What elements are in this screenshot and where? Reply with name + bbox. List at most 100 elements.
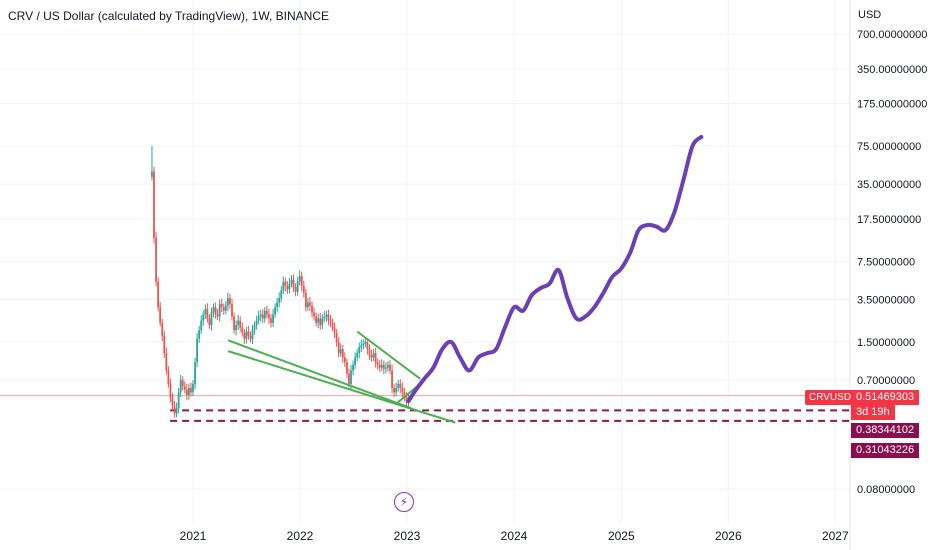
- candle-body: [163, 335, 166, 354]
- trendline: [356, 330, 421, 380]
- x-tick-label: 2021: [180, 529, 207, 543]
- candle-body: [302, 285, 305, 293]
- trendline: [227, 350, 456, 424]
- candle-body: [358, 347, 361, 354]
- candle-body: [214, 307, 217, 315]
- x-tick-label: 2022: [287, 529, 314, 543]
- candle-body: [337, 342, 340, 354]
- candle-body: [243, 332, 246, 339]
- candle-body: [403, 392, 406, 398]
- candle-body: [366, 342, 369, 350]
- candle-body: [183, 386, 186, 390]
- x-axis[interactable]: 2021 2022 2023 2024 2025 2026 2027: [180, 529, 849, 543]
- y-axis[interactable]: 700.00000000 350.00000000 175.00000000 75.0…: [857, 29, 927, 496]
- candle-body: [368, 349, 371, 356]
- trendline: [227, 339, 412, 410]
- candle-body: [270, 318, 272, 323]
- candle-body: [165, 353, 168, 371]
- projection-line: [406, 134, 704, 404]
- candle-body: [212, 307, 215, 313]
- candle-body: [206, 308, 209, 319]
- candle-body: [218, 304, 221, 317]
- y-tick-label: 3.50000000: [857, 295, 915, 307]
- y-tick-label: 1.50000000: [857, 337, 915, 349]
- candle-body: [399, 383, 402, 388]
- x-tick-label: 2024: [501, 529, 528, 543]
- candle-body: [325, 314, 328, 317]
- candle-body: [220, 304, 223, 308]
- candle-body: [173, 405, 176, 414]
- candle-body: [282, 281, 285, 291]
- grid-lines: [0, 0, 851, 550]
- candle-body: [315, 316, 318, 323]
- trendlines: [227, 330, 456, 424]
- candle-body: [348, 373, 350, 384]
- candle-body: [190, 387, 192, 393]
- candle-body: [192, 383, 194, 393]
- candle-body: [200, 320, 203, 331]
- candle-body: [296, 281, 299, 292]
- candle-body: [372, 353, 375, 358]
- y-tick-label: 17.50000000: [857, 214, 921, 226]
- level-tag-upper: 0.38344102: [851, 423, 920, 438]
- symbol-tag[interactable]: CRVUSD: [805, 390, 856, 405]
- candle-body: [265, 310, 268, 315]
- candle-body: [323, 316, 326, 319]
- candle-body: [395, 387, 398, 393]
- currency-label: USD: [858, 9, 882, 21]
- y-tick-label: 35.00000000: [857, 179, 921, 191]
- candle-body: [374, 353, 377, 363]
- candle-body: [255, 320, 258, 326]
- y-tick-label: 175.00000000: [857, 99, 927, 111]
- x-tick-label: 2025: [608, 529, 635, 543]
- candle-body: [153, 171, 155, 238]
- candle-body: [319, 318, 322, 326]
- candle-body: [276, 302, 279, 308]
- candle-body: [329, 320, 332, 323]
- candle-body: [233, 316, 235, 331]
- candle-body: [179, 380, 182, 393]
- candle-body: [304, 292, 307, 308]
- candle-body: [343, 357, 346, 363]
- candle-body: [226, 298, 229, 306]
- candle-body: [171, 397, 174, 406]
- lightning-icon[interactable]: ⚡: [394, 492, 414, 512]
- candle-body: [235, 325, 237, 331]
- candle-body: [229, 298, 231, 305]
- candle-body: [313, 312, 315, 317]
- candle-body: [378, 364, 381, 368]
- candle-body: [350, 370, 352, 384]
- candle-body: [321, 318, 324, 326]
- candle-body: [341, 349, 344, 358]
- candle-body: [387, 364, 389, 368]
- candle-body: [259, 314, 262, 317]
- candle-body: [280, 290, 283, 299]
- candle-body: [309, 302, 311, 306]
- candle-body: [339, 349, 342, 354]
- candle-body: [286, 285, 289, 290]
- candle-body: [401, 387, 404, 393]
- candle-body: [288, 283, 291, 290]
- candle-body: [151, 171, 153, 177]
- candle-body: [261, 314, 264, 319]
- candle-body: [185, 389, 188, 396]
- candle-body: [268, 314, 270, 319]
- candle-body: [245, 331, 248, 339]
- candle-body: [362, 343, 365, 346]
- y-tick-label: 0.70000000: [857, 375, 915, 387]
- candle-body: [292, 279, 295, 287]
- candle-body: [159, 307, 162, 323]
- candle-body: [356, 353, 359, 358]
- candle-body: [346, 362, 348, 374]
- candle-body: [389, 364, 391, 371]
- candle-body: [257, 316, 260, 321]
- y-tick-label: 700.00000000: [857, 29, 927, 41]
- candle-body: [224, 305, 227, 311]
- candle-body: [181, 380, 184, 387]
- level-tag-lower: 0.31043226: [851, 443, 920, 458]
- candle-body: [239, 320, 242, 328]
- candle-body: [382, 364, 385, 369]
- candle-body: [210, 312, 213, 326]
